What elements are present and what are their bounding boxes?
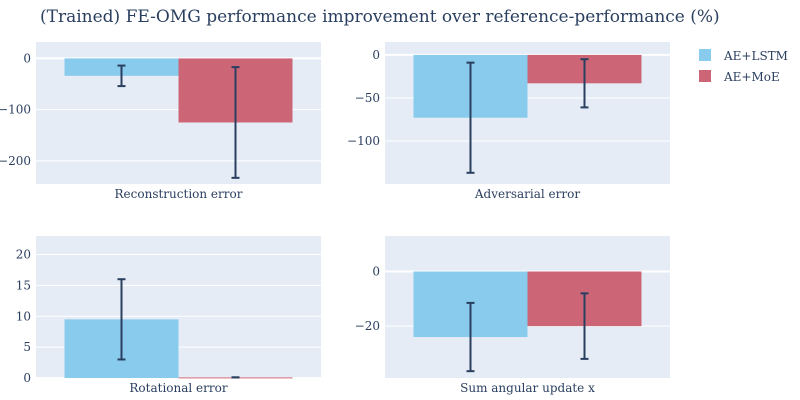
- error-bar-ae-moe: [580, 292, 589, 360]
- x-category-label: Rotational error: [129, 381, 227, 395]
- y-tick-label: −20: [355, 319, 380, 333]
- error-bar-ae-moe: [231, 66, 240, 179]
- y-tick-label: 20: [16, 248, 31, 262]
- subplot-sum-angular-update-x: 0 −20 Sum angular update x: [355, 236, 670, 395]
- subplot-reconstruction-error: 0 −100 −200 Reconstruction error: [0, 42, 321, 201]
- legend-label: AE+LSTM: [723, 49, 788, 63]
- y-tick-label: 0: [23, 371, 31, 385]
- legend-item-ae-moe[interactable]: AE+MoE: [699, 70, 780, 84]
- y-tick-label: 5: [23, 340, 31, 354]
- legend[interactable]: AE+LSTM AE+MoE: [699, 49, 788, 84]
- legend-swatch: [699, 70, 711, 82]
- y-tick-label: 15: [16, 278, 31, 292]
- error-bar-ae-moe: [580, 58, 589, 109]
- y-tick-label: −100: [0, 103, 31, 117]
- legend-label: AE+MoE: [723, 70, 780, 84]
- y-tick-label: 0: [23, 51, 31, 65]
- y-tick-label: −50: [355, 91, 380, 105]
- legend-item-ae-lstm[interactable]: AE+LSTM: [699, 49, 788, 63]
- x-category-label: Adversarial error: [474, 187, 580, 201]
- y-tick-label: −100: [347, 134, 380, 148]
- subplot-adversarial-error: 0 −50 −100 Adversarial error: [347, 42, 670, 201]
- x-category-label: Sum angular update x: [460, 381, 595, 395]
- y-tick-label: 0: [372, 265, 380, 279]
- error-bar-ae-lstm: [466, 61, 475, 174]
- y-tick-label: 0: [372, 48, 380, 62]
- chart-title: (Trained) FE-OMG performance improvement…: [40, 7, 720, 27]
- error-bar-ae-lstm: [117, 64, 126, 88]
- y-tick-label: −200: [0, 154, 31, 168]
- error-bar-ae-lstm: [466, 301, 475, 373]
- subplot-rotational-error: 0 5 10 15 20 Rotational error: [16, 236, 321, 395]
- error-bar-ae-lstm: [117, 278, 126, 361]
- legend-swatch: [699, 49, 711, 61]
- y-tick-label: 10: [16, 309, 31, 323]
- x-category-label: Reconstruction error: [115, 187, 243, 201]
